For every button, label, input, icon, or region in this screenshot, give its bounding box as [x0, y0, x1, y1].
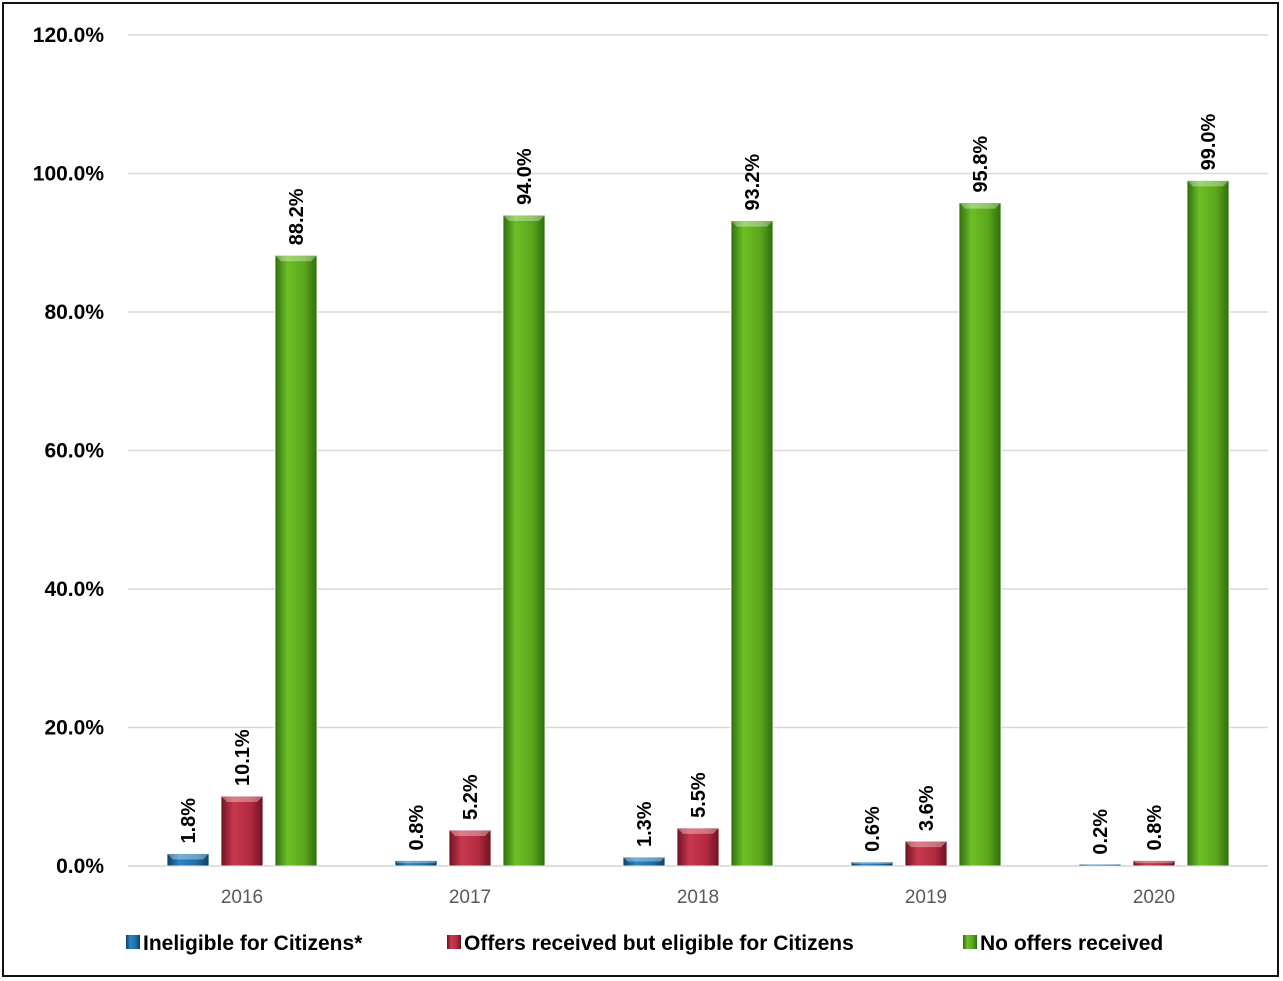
y-tick-label: 100.0%	[33, 163, 105, 186]
legend-swatch	[126, 935, 140, 949]
y-tick-label: 80.0%	[44, 301, 104, 324]
y-axis: 0.0% 20.0% 40.0% 60.0% 80.0% 100.0% 120.0%	[33, 24, 105, 878]
legend-label: No offers received	[980, 932, 1163, 955]
gridlines	[128, 34, 1268, 867]
data-label: 88.2%	[286, 188, 308, 245]
data-label: 5.5%	[688, 772, 710, 818]
bar	[904, 840, 948, 867]
data-label: 10.1%	[232, 729, 254, 786]
legend-label: Ineligible for Citizens*	[143, 932, 363, 955]
bar-bevel	[449, 829, 491, 836]
data-label: 0.6%	[862, 806, 884, 852]
bar	[958, 202, 1002, 867]
bar-bevel	[959, 202, 1001, 209]
y-tick-label: 120.0%	[33, 24, 105, 47]
bar-bevel	[905, 841, 947, 848]
bar	[394, 860, 438, 867]
bar-body	[220, 795, 264, 867]
bar-bevel	[1079, 864, 1121, 865]
bar-bevel	[221, 796, 263, 803]
bar	[1132, 860, 1176, 867]
bar-bevel	[731, 220, 773, 227]
bar	[622, 856, 666, 867]
x-tick-label: 2019	[905, 887, 947, 908]
bar	[850, 861, 894, 867]
bar-bevel	[623, 856, 665, 862]
y-tick-label: 20.0%	[44, 717, 104, 740]
data-label: 3.6%	[916, 785, 938, 831]
bar-body	[622, 856, 666, 867]
data-label: 5.2%	[460, 774, 482, 820]
data-labels: 1.8% 10.1% 88.2% 0.8% 5.2% 94.0% 1.3% 5.5% 93.2%…	[178, 113, 1220, 854]
y-tick-label: 40.0%	[44, 578, 104, 601]
bar	[166, 853, 210, 867]
x-axis: 2016 2017 2018 2019 2020	[221, 887, 1175, 908]
bar-body	[676, 827, 720, 867]
bar	[274, 254, 318, 867]
data-label: 0.8%	[406, 805, 428, 851]
bar-body	[958, 202, 1002, 867]
bar-body	[1186, 180, 1230, 867]
bar-body	[448, 829, 492, 867]
bar-bevel	[395, 860, 437, 864]
bar-bevel	[677, 827, 719, 834]
bar	[502, 214, 546, 867]
data-label: 95.8%	[970, 136, 992, 193]
x-tick-label: 2020	[1133, 887, 1175, 908]
data-label: 0.8%	[1144, 805, 1166, 851]
bar-bevel	[275, 255, 317, 262]
legend-label: Offers received but eligible for Citizen…	[464, 932, 854, 955]
data-label: 1.3%	[634, 801, 656, 847]
bar-body	[394, 860, 438, 867]
legend-item: No offers received	[963, 932, 1163, 955]
bar	[676, 827, 720, 867]
bar-bevel	[167, 853, 209, 860]
bar	[1186, 180, 1230, 867]
y-tick-label: 0.0%	[56, 855, 104, 878]
legend-swatch	[963, 935, 977, 949]
bar-body	[166, 853, 210, 867]
y-tick-label: 60.0%	[44, 440, 104, 463]
bar-body	[850, 861, 894, 867]
x-tick-label: 2016	[221, 887, 263, 908]
x-tick-label: 2018	[677, 887, 719, 908]
data-label: 94.0%	[514, 148, 536, 205]
bar-body	[274, 254, 318, 867]
bar	[448, 829, 492, 867]
bar-bevel	[1187, 180, 1229, 187]
bar-body	[1132, 860, 1176, 867]
bar-body	[502, 214, 546, 867]
bar	[220, 795, 264, 867]
bar-body	[730, 220, 774, 867]
data-label: 1.8%	[178, 798, 200, 844]
bar-body	[1078, 863, 1122, 867]
legend-swatch	[447, 935, 461, 949]
bar-body	[904, 840, 948, 867]
data-label: 99.0%	[1198, 113, 1220, 170]
bars	[166, 180, 1230, 867]
legend: Ineligible for Citizens* Offers received …	[126, 932, 1163, 955]
data-label: 0.2%	[1090, 809, 1112, 855]
bar-bevel	[503, 215, 545, 222]
data-label: 93.2%	[742, 154, 764, 211]
legend-item: Ineligible for Citizens*	[126, 932, 363, 955]
bar-bevel	[1133, 860, 1175, 864]
bar	[730, 220, 774, 867]
x-tick-label: 2017	[449, 887, 491, 908]
bar-bevel	[851, 861, 893, 864]
bar	[1078, 863, 1122, 867]
legend-item: Offers received but eligible for Citizen…	[447, 932, 854, 955]
